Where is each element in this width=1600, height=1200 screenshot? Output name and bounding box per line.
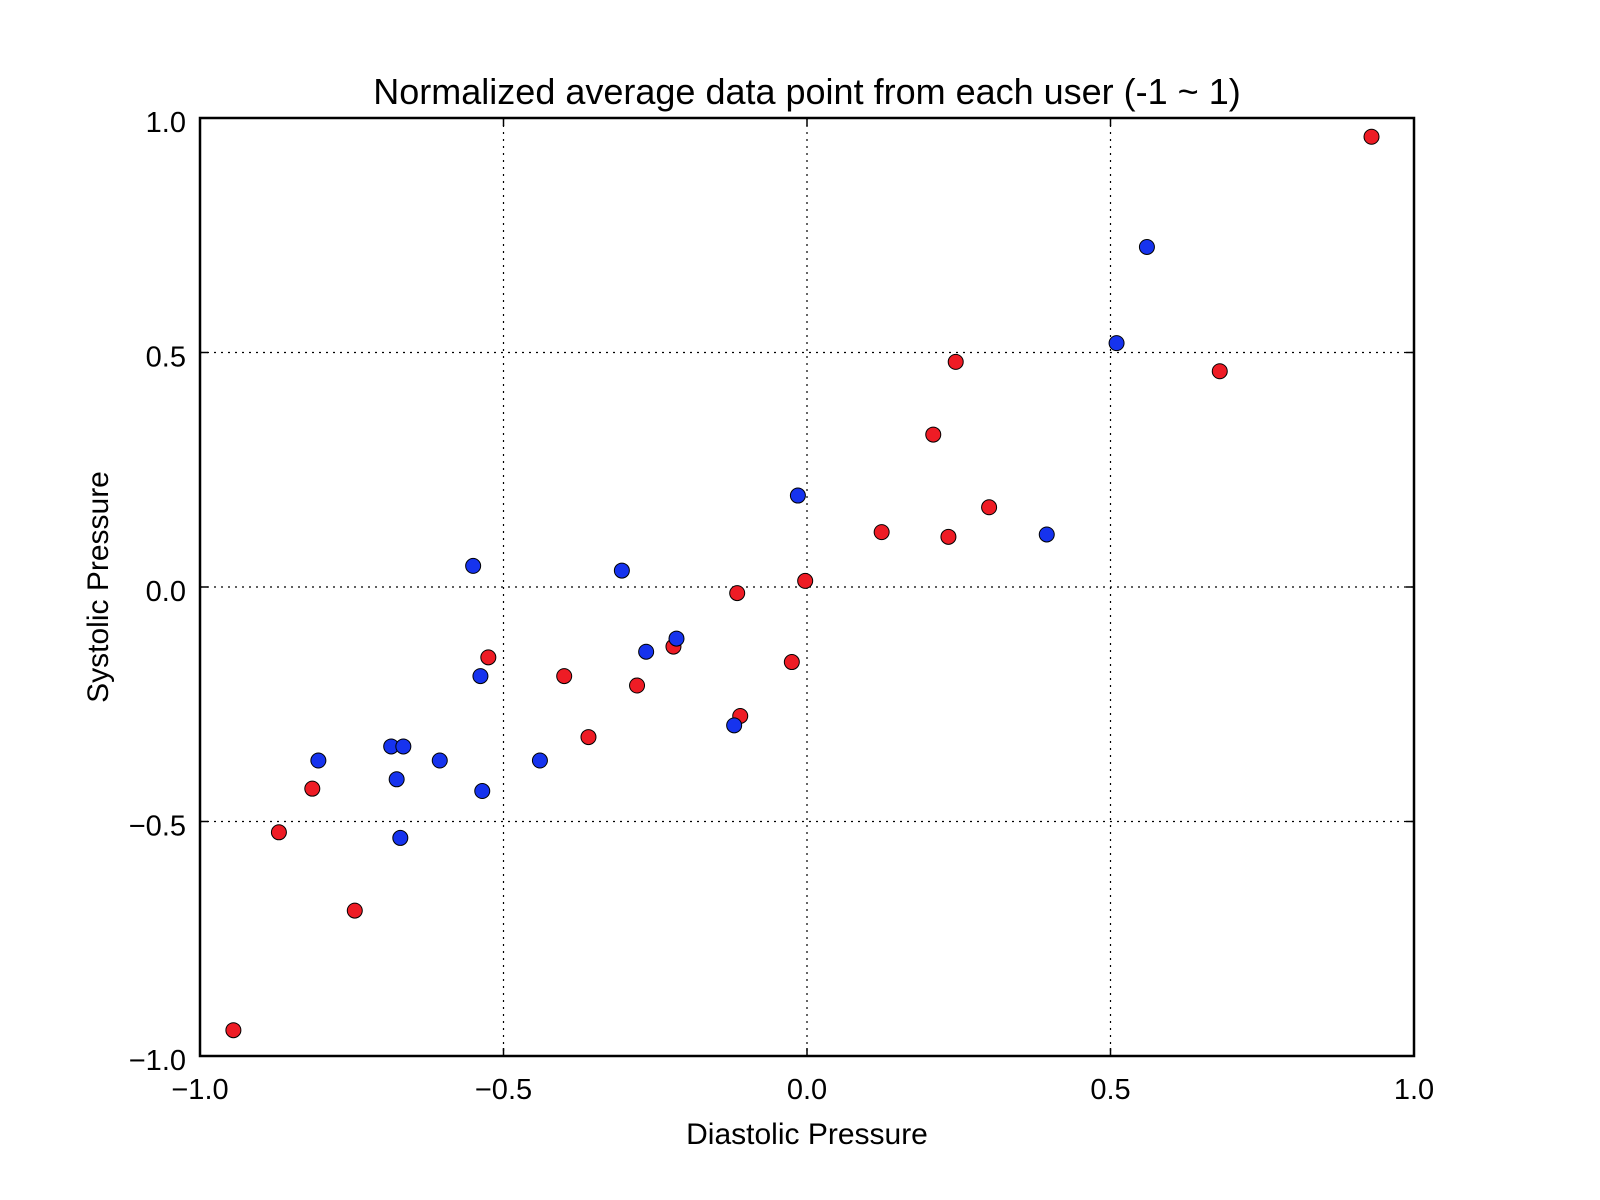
blue-data-point (1108, 335, 1125, 352)
chart-title: Normalized average data point from each … (373, 71, 1240, 112)
blue-data-point (465, 557, 482, 574)
red-data-point (304, 780, 321, 797)
blue-data-point (638, 643, 655, 660)
red-data-point (480, 649, 497, 666)
red-data-point (556, 668, 573, 685)
red-data-point (940, 528, 957, 545)
red-data-point (346, 902, 363, 919)
red-data-point (270, 824, 287, 841)
blue-data-point (431, 752, 448, 769)
blue-data-point (310, 752, 327, 769)
red-data-point (580, 729, 597, 746)
blue-data-point (1038, 526, 1055, 543)
x-tick-label: 0.5 (1090, 1074, 1130, 1106)
blue-data-point (395, 738, 412, 755)
x-tick-label: −0.5 (475, 1074, 532, 1106)
y-tick-label: 0.5 (146, 342, 186, 374)
y-tick-labels: −1.0 −0.5 0.0 0.5 1.0 (129, 107, 186, 1077)
blue-data-point (531, 752, 548, 769)
y-tick-label: −1.0 (129, 1045, 186, 1077)
red-data-point (729, 585, 746, 602)
red-data-point (947, 353, 964, 370)
blue-data-point (726, 717, 743, 734)
x-tick-labels: −1.0 −0.5 0.0 0.5 1.0 (171, 1074, 1434, 1106)
blue-data-point (388, 771, 405, 788)
red-data-point (797, 572, 814, 589)
y-tick-label: −0.5 (129, 811, 186, 843)
y-axis-label: Systolic Pressure (82, 471, 115, 703)
blue-data-point (1138, 238, 1155, 255)
blue-data-point (472, 668, 489, 685)
red-data-point (225, 1022, 242, 1039)
x-tick-label: 0.0 (787, 1074, 827, 1106)
y-tick-label: 0.0 (146, 576, 186, 608)
red-data-point (925, 426, 942, 443)
blue-data-point (789, 487, 806, 504)
red-data-point (783, 654, 800, 671)
blue-data-point (668, 630, 685, 647)
red-data-point (1363, 128, 1380, 145)
red-data-point (873, 524, 890, 541)
data-points (225, 128, 1380, 1039)
blue-data-point (613, 562, 630, 579)
y-tick-label: 1.0 (146, 107, 186, 139)
blue-data-point (474, 783, 491, 800)
x-axis-label: Diastolic Pressure (686, 1118, 928, 1151)
red-data-point (1211, 363, 1228, 380)
red-data-point (981, 499, 998, 516)
x-tick-label: 1.0 (1394, 1074, 1434, 1106)
x-tick-label: −1.0 (171, 1074, 228, 1106)
blue-data-point (392, 829, 409, 846)
red-data-point (629, 677, 646, 694)
axis-ticks (199, 117, 1415, 1057)
